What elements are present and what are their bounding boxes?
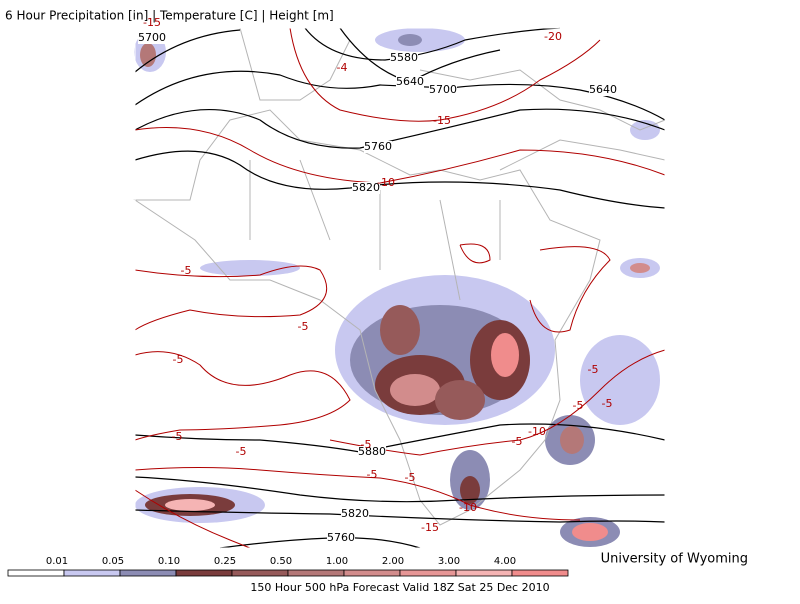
colorbar-label: 0.05 <box>102 556 124 567</box>
label-bg <box>358 446 386 458</box>
label-bg <box>396 76 424 88</box>
temperature-label: -10 <box>377 176 395 189</box>
temperature-label: -5 <box>172 430 183 443</box>
colorbar-label: 0.25 <box>214 556 236 567</box>
temperature-label: -10 <box>528 425 546 438</box>
colorbar-segment <box>63 569 121 577</box>
temperature-label: -5 <box>602 397 613 410</box>
label-bg <box>352 182 380 194</box>
label-bg <box>327 532 355 544</box>
colorbar-segment <box>511 569 569 577</box>
colorbar-label: 3.00 <box>438 556 460 567</box>
label-bg <box>341 508 369 520</box>
temperature-label: -20 <box>544 30 562 43</box>
temperature-contours <box>134 27 666 549</box>
height-label: 5700 <box>429 83 457 96</box>
colorbar-label: 0.50 <box>270 556 292 567</box>
height-label: 5760 <box>364 140 392 153</box>
temperature-label: -5 <box>173 353 184 366</box>
temperature-label: -15 <box>433 114 451 127</box>
colorbar-segment <box>7 569 65 577</box>
temperature-label: -4 <box>337 61 348 74</box>
temperature-label: -5 <box>588 363 599 376</box>
colorbar: 0.01 0.05 0.10 0.25 0.50 1.00 2.00 3.00 4.00 <box>7 556 569 577</box>
temperature-label: -5 <box>405 471 416 484</box>
colorbar-segment <box>175 569 233 577</box>
temperature-label: -10 <box>459 501 477 514</box>
height-label: 5700 <box>138 31 166 44</box>
height-label: 5820 <box>341 507 369 520</box>
label-bg <box>589 84 617 96</box>
height-label: 5580 <box>390 51 418 64</box>
temperature-label: -5 <box>236 445 247 458</box>
label-bg <box>138 32 166 44</box>
colorbar-segment <box>343 569 401 577</box>
colorbar-segment <box>399 569 457 577</box>
temperature-label: -15 <box>143 16 161 29</box>
temperature-label: -5 <box>512 435 523 448</box>
height-label: 5820 <box>352 181 380 194</box>
map-frame <box>134 27 666 549</box>
credit: University of Wyoming <box>601 552 748 567</box>
colorbar-segment <box>231 569 289 577</box>
height-label: 5640 <box>589 83 617 96</box>
coastlines <box>133 27 666 526</box>
colorbar-label: 0.10 <box>158 556 180 567</box>
colorbar-label: 2.00 <box>382 556 404 567</box>
temperature-label: -5 <box>367 468 378 481</box>
height-label: 5760 <box>327 531 355 544</box>
contour-labels: 5700 5580 5640 5700 5640 5760 5820 5880 5820 5760… <box>138 16 617 544</box>
label-bg <box>364 141 392 153</box>
colorbar-segment <box>455 569 513 577</box>
label-bg <box>390 52 418 64</box>
caption: 150 Hour 500 hPa Forecast Valid 18Z Sat … <box>250 581 549 594</box>
height-label: 5640 <box>396 75 424 88</box>
title: 6 Hour Precipitation [in] | Temperature … <box>5 9 334 23</box>
temperature-label: -5 <box>298 320 309 333</box>
label-bg <box>429 84 457 96</box>
height-label: 5880 <box>358 445 386 458</box>
colorbar-label: 1.00 <box>326 556 348 567</box>
colorbar-label: 0.01 <box>46 556 68 567</box>
colorbar-segment <box>119 569 177 577</box>
temperature-label: -5 <box>181 264 192 277</box>
temperature-label: -15 <box>421 521 439 534</box>
temperature-label: -5 <box>573 399 584 412</box>
map-area <box>133 27 666 549</box>
colorbar-segment <box>287 569 345 577</box>
temperature-label: -5 <box>361 438 372 451</box>
colorbar-label: 4.00 <box>494 556 516 567</box>
precipitation <box>134 28 660 547</box>
